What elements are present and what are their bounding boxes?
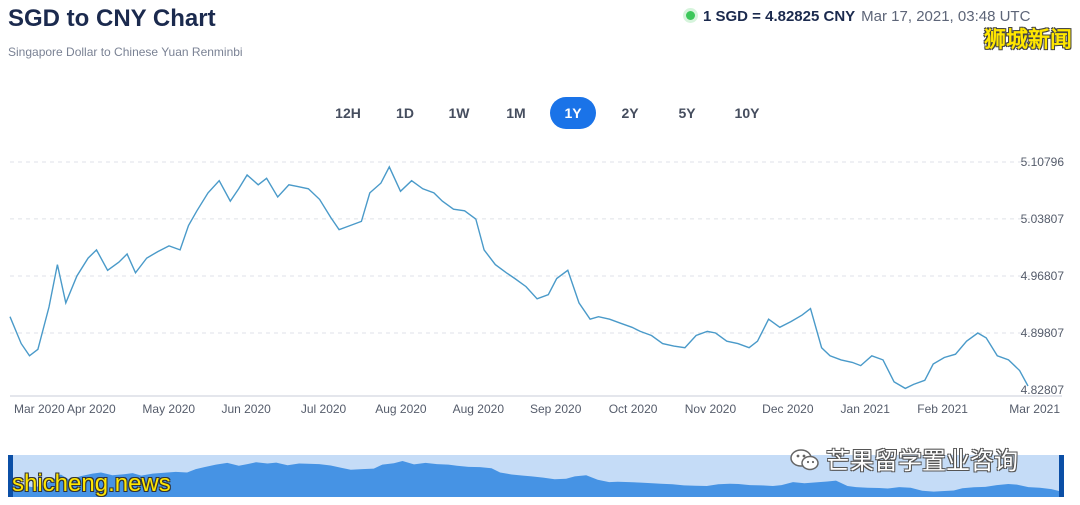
y-tick-label: 4.89807 <box>1021 326 1065 340</box>
x-tick-label: Aug 2020 <box>453 402 505 416</box>
page-title: SGD to CNY Chart <box>8 5 216 32</box>
rate-value: 1 SGD = 4.82825 CNY <box>703 8 856 25</box>
x-tick-label: Aug 2020 <box>375 402 427 416</box>
x-tick-label: Jun 2020 <box>221 402 271 416</box>
tab-10y[interactable]: 10Y <box>734 105 760 121</box>
x-tick-label: May 2020 <box>142 402 195 416</box>
y-tick-label: 4.96807 <box>1021 269 1065 283</box>
x-tick-label: Jul 2020 <box>301 402 347 416</box>
x-tick-label: Apr 2020 <box>67 402 116 416</box>
navigator-left-handle[interactable] <box>8 455 13 497</box>
rate-line <box>9 165 1029 390</box>
tab-12h[interactable]: 12H <box>335 105 361 121</box>
wechat-icon <box>790 449 819 471</box>
page-subtitle: Singapore Dollar to Chinese Yuan Renminb… <box>8 45 243 59</box>
y-tick-label: 5.03807 <box>1021 212 1065 226</box>
current-rate: 1 SGD = 4.82825 CNY Mar 17, 2021, 03:48 U… <box>686 8 1030 25</box>
exchange-rate-chart[interactable]: 5.10796 5.03807 4.96807 4.89807 4.82807 Mar … <box>0 150 1080 420</box>
tab-1m[interactable]: 1M <box>506 105 526 121</box>
x-tick-label: Feb 2021 <box>917 402 968 416</box>
watermark-top: 狮城新闻 <box>983 27 1072 52</box>
tab-1y[interactable]: 1Y <box>550 97 596 129</box>
x-tick-label: Oct 2020 <box>609 402 658 416</box>
x-tick-label: Mar 2020 <box>14 402 65 416</box>
x-tick-label: Jan 2021 <box>841 402 891 416</box>
watermark-bottom-right: 芒果留学置业咨询 <box>790 441 1018 476</box>
navigator-area <box>12 461 1060 497</box>
x-tick-label: Dec 2020 <box>762 402 814 416</box>
x-tick-label: Mar 2021 <box>1009 402 1060 416</box>
timeframe-tabs: 12H 1D 1W 1M 1Y 2Y 5Y 10Y <box>322 97 784 129</box>
navigator-right-handle[interactable] <box>1059 455 1064 497</box>
x-tick-label: Nov 2020 <box>685 402 737 416</box>
y-tick-label: 5.10796 <box>1021 155 1065 169</box>
watermark-bottom-right-text: 芒果留学置业咨询 <box>826 448 1018 475</box>
live-indicator-icon <box>686 11 695 20</box>
tab-1d[interactable]: 1D <box>396 105 414 121</box>
y-tick-label: 4.82807 <box>1021 383 1065 397</box>
rate-timestamp: Mar 17, 2021, 03:48 UTC <box>861 8 1031 25</box>
tab-1w[interactable]: 1W <box>448 105 470 121</box>
tab-5y[interactable]: 5Y <box>678 105 696 121</box>
watermark-bottom-left: shicheng.news <box>12 470 171 497</box>
tab-2y[interactable]: 2Y <box>621 105 639 121</box>
x-tick-label: Sep 2020 <box>530 402 582 416</box>
